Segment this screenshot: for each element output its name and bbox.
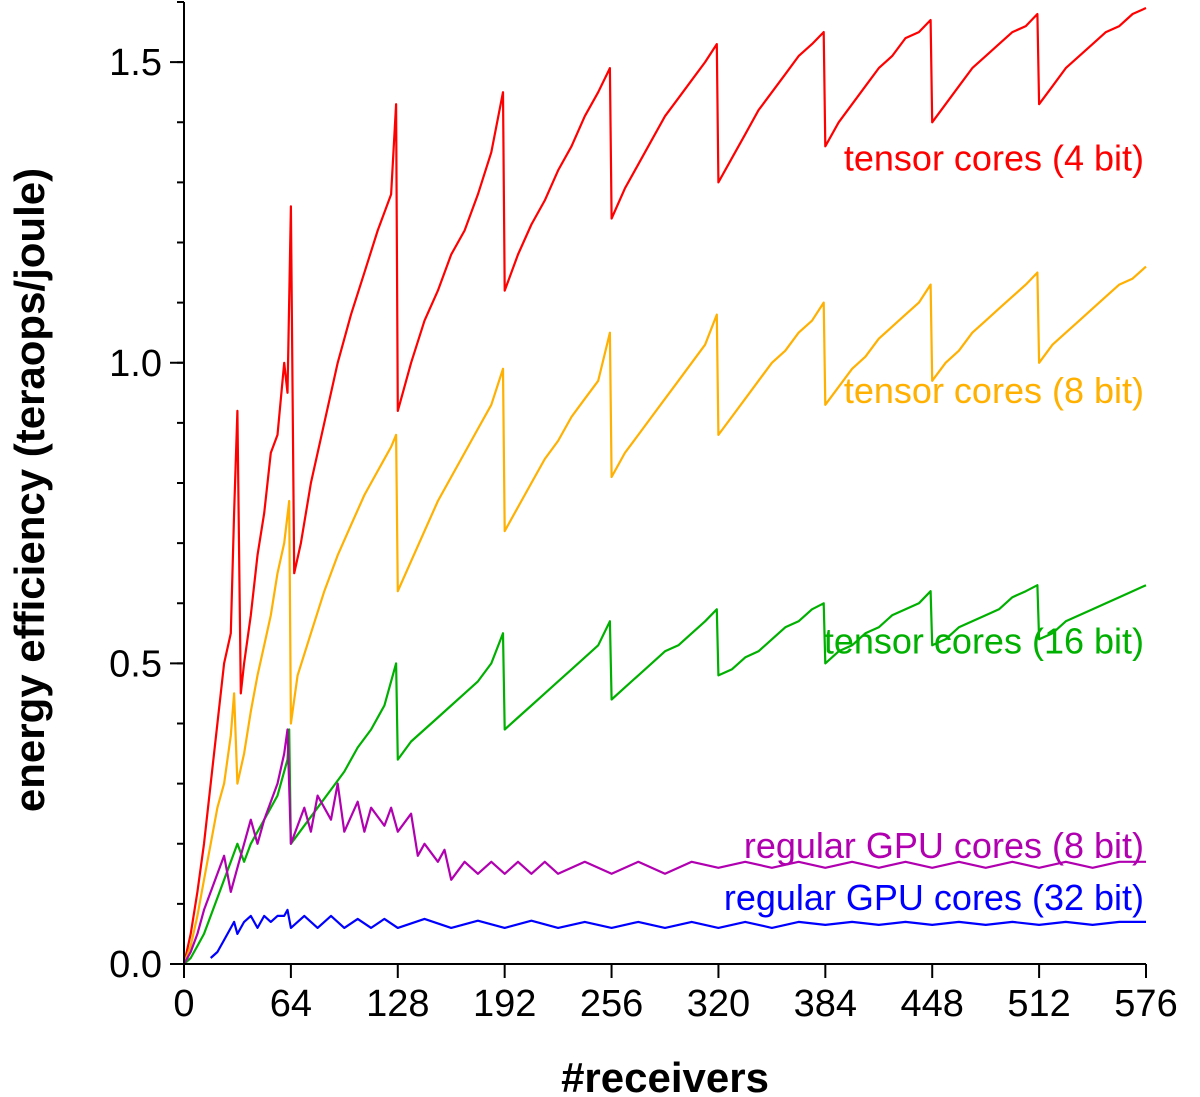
x-tick-label: 384 xyxy=(794,983,857,1025)
series-label-0: tensor cores (4 bit) xyxy=(844,137,1144,178)
series-line-2 xyxy=(183,584,1147,965)
series-label-1: tensor cores (8 bit) xyxy=(844,370,1144,411)
y-tick-label: 1.0 xyxy=(109,343,162,385)
y-tick-label: 0.0 xyxy=(109,944,162,986)
x-ticks: 0 64 128 192 256 320 384 448 512 576 xyxy=(173,964,1178,1025)
x-tick-label: 64 xyxy=(270,983,312,1025)
series-line-4 xyxy=(209,908,1146,959)
series-label-3: regular GPU cores (8 bit) xyxy=(744,825,1144,866)
y-tick-label: 1.5 xyxy=(109,42,162,84)
series-labels: tensor cores (4 bit) tensor cores (8 bit)… xyxy=(724,137,1144,918)
y-major-ticks: 0.0 0.5 1.0 1.5 xyxy=(109,42,184,986)
x-axis-title: #receivers xyxy=(561,1054,769,1097)
y-axis-title: energy efficiency (teraops/joule) xyxy=(6,168,53,812)
x-tick-label: 256 xyxy=(580,983,643,1025)
x-tick-label: 192 xyxy=(473,983,536,1025)
x-tick-label: 448 xyxy=(901,983,964,1025)
series-label-4: regular GPU cores (32 bit) xyxy=(724,877,1144,918)
series-line-0 xyxy=(182,6,1147,965)
x-tick-label: 512 xyxy=(1007,983,1070,1025)
x-tick-label: 576 xyxy=(1114,983,1177,1025)
y-minor-ticks xyxy=(177,1,184,905)
x-tick-label: 128 xyxy=(366,983,429,1025)
x-tick-label: 0 xyxy=(173,983,194,1025)
series-line-1 xyxy=(182,265,1147,965)
series-group xyxy=(182,6,1147,965)
series-label-2: tensor cores (16 bit) xyxy=(824,620,1144,661)
series-line-3 xyxy=(183,728,1146,965)
y-tick-label: 0.5 xyxy=(109,643,162,685)
x-tick-label: 320 xyxy=(687,983,750,1025)
